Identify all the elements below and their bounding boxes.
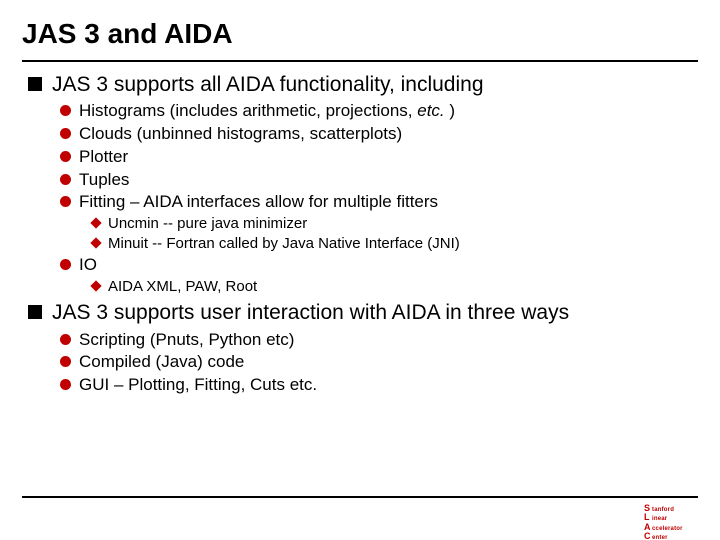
circle-bullet-icon: [60, 151, 71, 162]
circle-bullet-icon: [60, 128, 71, 139]
bullet-l3: Uncmin -- pure java minimizer: [90, 214, 698, 234]
bullet-text: JAS 3 supports all AIDA functionality, i…: [52, 72, 698, 98]
circle-bullet-icon: [60, 379, 71, 390]
bullet-l2: Histograms (includes arithmetic, project…: [60, 100, 698, 122]
bullet-l3: AIDA XML, PAW, Root: [90, 277, 698, 297]
bullet-text: Scripting (Pnuts, Python etc): [79, 329, 698, 351]
bullet-text: AIDA XML, PAW, Root: [108, 277, 698, 297]
slide-content: JAS 3 supports all AIDA functionality, i…: [0, 72, 720, 396]
bullet-l1: JAS 3 supports all AIDA functionality, i…: [28, 72, 698, 98]
circle-bullet-icon: [60, 196, 71, 207]
circle-bullet-icon: [60, 334, 71, 345]
bullet-l2: Plotter: [60, 146, 698, 168]
bullet-l2: Compiled (Java) code: [60, 351, 698, 373]
bullet-text: GUI – Plotting, Fitting, Cuts etc.: [79, 374, 698, 396]
diamond-bullet-icon: [90, 217, 101, 228]
bullet-l2: Scripting (Pnuts, Python etc): [60, 329, 698, 351]
bullet-l2: Fitting – AIDA interfaces allow for mult…: [60, 191, 698, 213]
bullet-l2: Tuples: [60, 169, 698, 191]
diamond-bullet-icon: [90, 280, 101, 291]
bullet-l2: Clouds (unbinned histograms, scatterplot…: [60, 123, 698, 145]
bullet-text: Minuit -- Fortran called by Java Native …: [108, 234, 698, 254]
bullet-text: IO: [79, 254, 698, 276]
slide-title: JAS 3 and AIDA: [0, 0, 720, 56]
bullet-text: Tuples: [79, 169, 698, 191]
bullet-text: Fitting – AIDA interfaces allow for mult…: [79, 191, 698, 213]
bullet-l1: JAS 3 supports user interaction with AID…: [28, 300, 698, 326]
circle-bullet-icon: [60, 356, 71, 367]
bullet-l2: GUI – Plotting, Fitting, Cuts etc.: [60, 374, 698, 396]
circle-bullet-icon: [60, 259, 71, 270]
bullet-l3: Minuit -- Fortran called by Java Native …: [90, 234, 698, 254]
square-bullet-icon: [28, 77, 42, 91]
bullet-text: Compiled (Java) code: [79, 351, 698, 373]
bottom-rule: [22, 496, 698, 498]
bullet-l2: IO: [60, 254, 698, 276]
circle-bullet-icon: [60, 174, 71, 185]
square-bullet-icon: [28, 305, 42, 319]
diamond-bullet-icon: [90, 237, 101, 248]
bullet-text: Histograms (includes arithmetic, project…: [79, 100, 698, 122]
top-rule: [22, 60, 698, 62]
circle-bullet-icon: [60, 105, 71, 116]
bullet-text: Uncmin -- pure java minimizer: [108, 214, 698, 234]
slac-logo: Stanford Linear Accelerator Center: [644, 504, 698, 534]
bullet-text: Clouds (unbinned histograms, scatterplot…: [79, 123, 698, 145]
bullet-text: Plotter: [79, 146, 698, 168]
bullet-text: JAS 3 supports user interaction with AID…: [52, 300, 698, 326]
